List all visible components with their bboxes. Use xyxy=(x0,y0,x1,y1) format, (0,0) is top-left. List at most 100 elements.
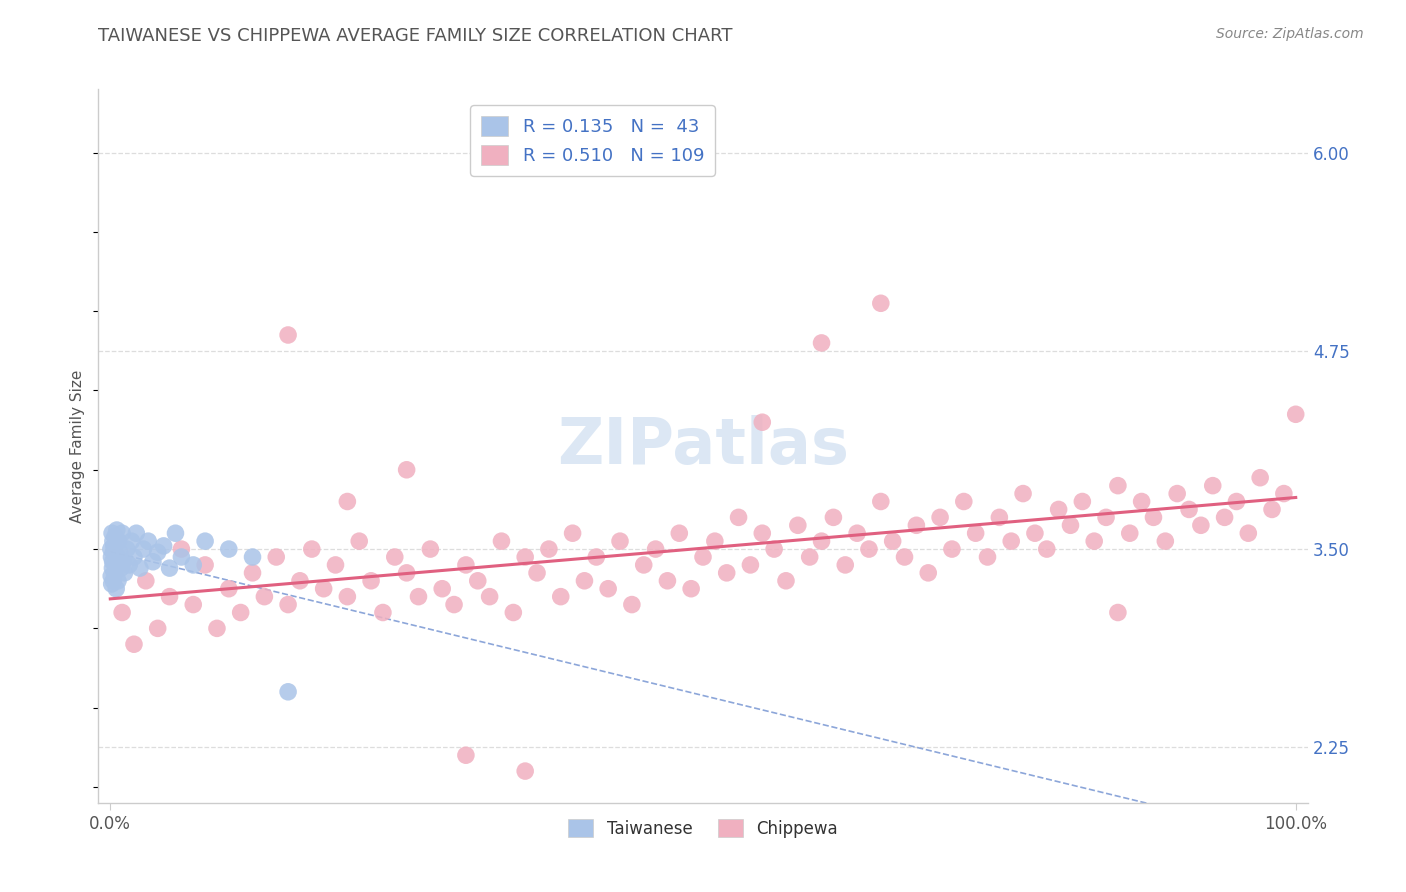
Point xyxy=(1071,494,1094,508)
Point xyxy=(526,566,548,580)
Point xyxy=(194,534,217,549)
Point xyxy=(229,606,252,620)
Point xyxy=(103,574,125,588)
Point xyxy=(103,545,125,559)
Point xyxy=(103,539,125,553)
Point xyxy=(929,510,952,524)
Point xyxy=(360,574,382,588)
Point xyxy=(111,526,134,541)
Point xyxy=(1095,510,1118,524)
Point xyxy=(965,526,987,541)
Point xyxy=(101,555,124,569)
Point xyxy=(633,558,655,572)
Point xyxy=(443,598,465,612)
Point xyxy=(454,748,477,763)
Point xyxy=(668,526,690,541)
Point xyxy=(218,582,240,596)
Point xyxy=(952,494,974,508)
Point xyxy=(799,549,821,564)
Y-axis label: Average Family Size: Average Family Size xyxy=(70,369,86,523)
Point xyxy=(107,574,129,588)
Point xyxy=(823,510,845,524)
Point xyxy=(561,526,583,541)
Text: ZIPatlas: ZIPatlas xyxy=(557,415,849,477)
Point xyxy=(751,415,773,429)
Point xyxy=(763,542,786,557)
Point xyxy=(170,542,193,557)
Point xyxy=(1000,534,1022,549)
Point xyxy=(681,582,703,596)
Point xyxy=(100,542,122,557)
Point xyxy=(152,539,174,553)
Point xyxy=(644,542,666,557)
Point xyxy=(703,534,725,549)
Point xyxy=(159,561,181,575)
Point xyxy=(1012,486,1035,500)
Point xyxy=(491,534,513,549)
Point xyxy=(1154,534,1177,549)
Point xyxy=(107,534,129,549)
Point xyxy=(253,590,276,604)
Point xyxy=(810,335,832,350)
Point xyxy=(1285,407,1308,421)
Point xyxy=(301,542,323,557)
Point xyxy=(101,534,124,549)
Point xyxy=(170,549,193,564)
Point xyxy=(869,494,891,508)
Point xyxy=(371,606,394,620)
Point xyxy=(550,590,572,604)
Point xyxy=(1202,478,1225,492)
Point xyxy=(104,529,127,543)
Point xyxy=(1142,510,1164,524)
Point xyxy=(432,582,454,596)
Point xyxy=(325,558,347,572)
Point xyxy=(846,526,869,541)
Point xyxy=(882,534,904,549)
Point xyxy=(1261,502,1284,516)
Point xyxy=(454,558,477,572)
Point xyxy=(146,545,169,559)
Point xyxy=(347,534,370,549)
Point xyxy=(395,566,418,580)
Point xyxy=(312,582,335,596)
Legend: Taiwanese, Chippewa: Taiwanese, Chippewa xyxy=(562,813,844,845)
Point xyxy=(288,574,311,588)
Point xyxy=(181,598,204,612)
Point xyxy=(716,566,738,580)
Point xyxy=(165,526,187,541)
Point xyxy=(917,566,939,580)
Point xyxy=(136,534,159,549)
Point xyxy=(1024,526,1046,541)
Point xyxy=(905,518,928,533)
Point xyxy=(181,558,204,572)
Point xyxy=(112,555,135,569)
Point xyxy=(242,549,264,564)
Point xyxy=(515,549,537,564)
Point xyxy=(692,549,714,564)
Point xyxy=(727,510,749,524)
Point xyxy=(1225,494,1247,508)
Point xyxy=(218,542,240,557)
Point xyxy=(657,574,679,588)
Point xyxy=(1272,486,1295,500)
Point xyxy=(1036,542,1059,557)
Point xyxy=(105,549,128,564)
Point xyxy=(740,558,762,572)
Point xyxy=(1107,478,1129,492)
Point xyxy=(100,569,122,583)
Point xyxy=(941,542,963,557)
Point xyxy=(103,566,125,580)
Point xyxy=(242,566,264,580)
Point xyxy=(129,561,152,575)
Point xyxy=(574,574,596,588)
Point xyxy=(810,534,832,549)
Point xyxy=(609,534,631,549)
Point xyxy=(277,685,299,699)
Point xyxy=(976,549,998,564)
Point xyxy=(105,523,128,537)
Point xyxy=(135,574,157,588)
Point xyxy=(834,558,856,572)
Point xyxy=(478,590,501,604)
Point xyxy=(122,549,145,564)
Point xyxy=(100,577,122,591)
